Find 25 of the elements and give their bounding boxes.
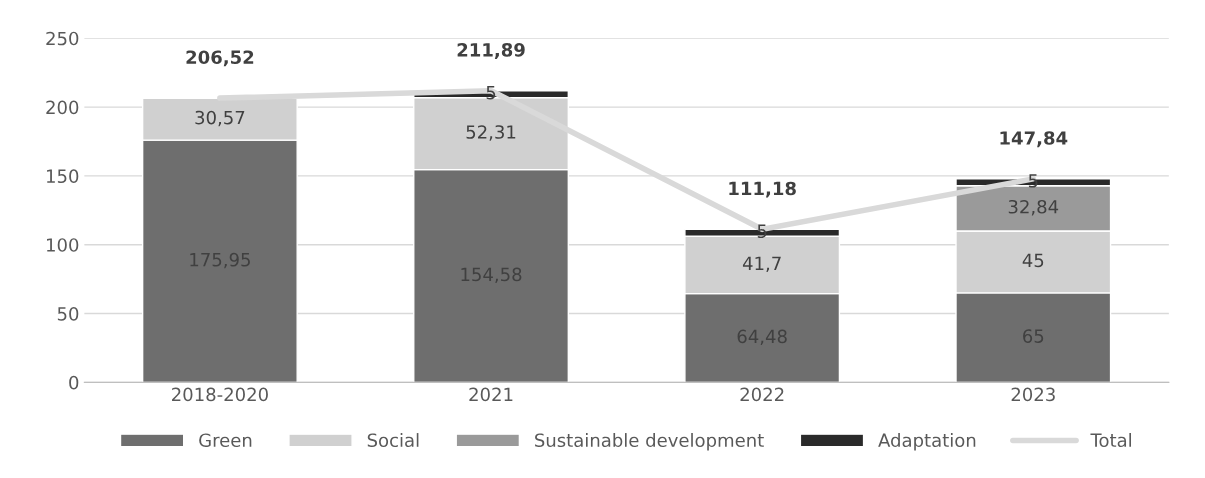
data-label: 111,18 (729, 181, 796, 198)
data-label: 30,57 (195, 110, 245, 127)
x-tick-label: 2022 (740, 387, 784, 402)
legend-label: Adaptation (878, 433, 976, 451)
x-tick-label: 2023 (1011, 387, 1055, 402)
legend-label: Social (367, 433, 419, 448)
y-tick-label: 50 (57, 307, 79, 321)
y-tick-label: 100 (47, 238, 79, 252)
data-label: 32,84 (1008, 199, 1059, 216)
data-label: 5 (757, 224, 767, 239)
data-label: 52,31 (466, 125, 516, 141)
data-label: 147,84 (1000, 131, 1068, 148)
data-label: 41,7 (742, 256, 781, 273)
x-tick-label: 2018-2020 (172, 387, 268, 402)
data-label: 45 (1022, 253, 1044, 268)
y-tick-label: 250 (46, 31, 79, 46)
data-label: 211,89 (457, 42, 525, 59)
data-label: 206,52 (186, 50, 254, 67)
legend-label: Sustainable development (535, 433, 764, 451)
y-tick-label: 150 (47, 169, 79, 184)
y-tick-label: 200 (46, 100, 79, 115)
legend-label: Total (1090, 433, 1131, 448)
y-tick-label: 0 (69, 375, 79, 390)
legend-label: Green (199, 433, 252, 448)
x-tick-label: 2021 (469, 387, 513, 402)
